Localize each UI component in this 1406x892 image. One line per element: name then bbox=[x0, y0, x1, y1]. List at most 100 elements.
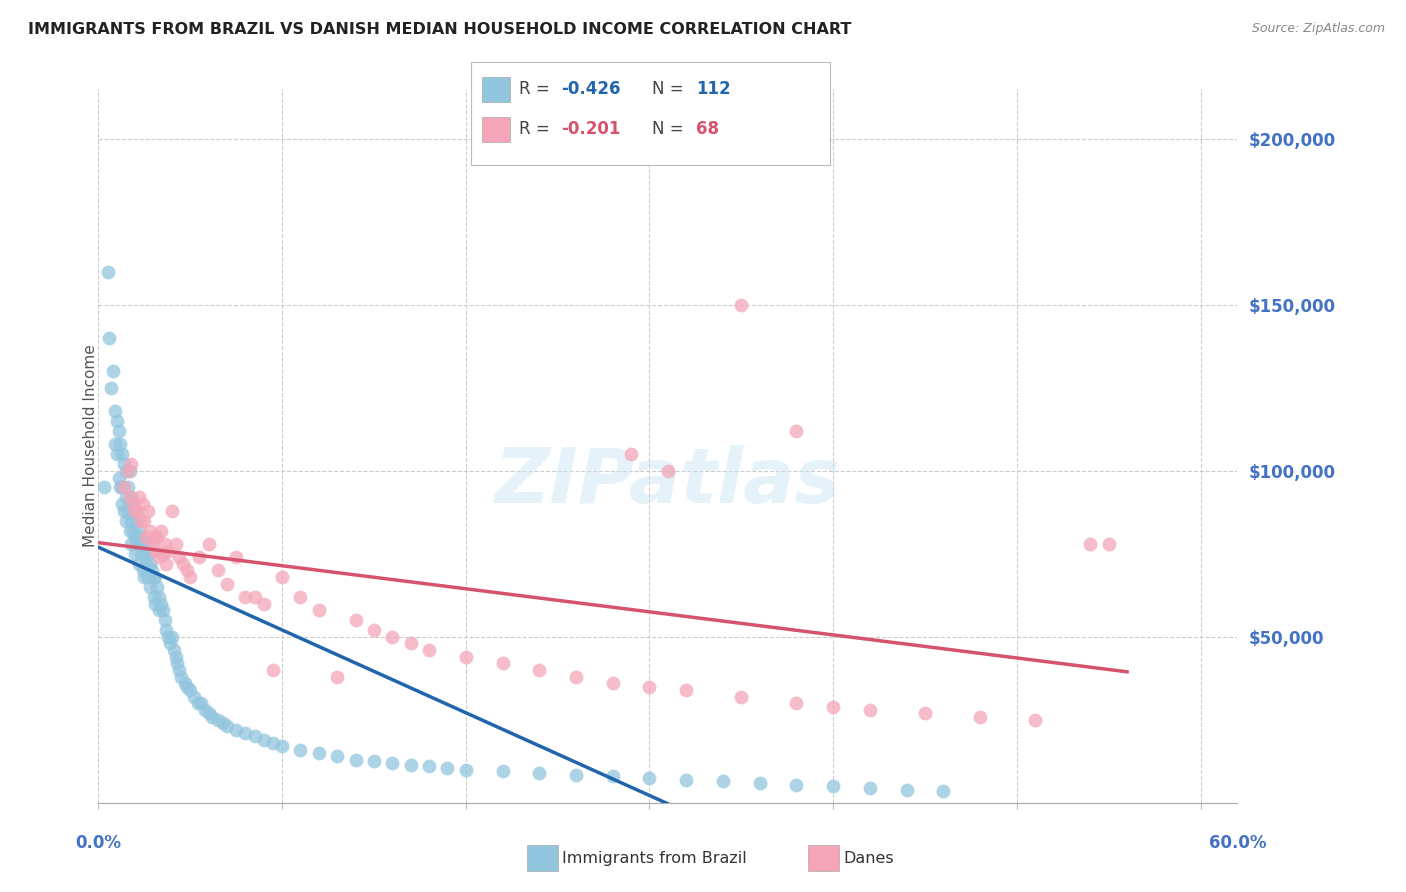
Point bbox=[748, 776, 770, 790]
Point bbox=[148, 603, 170, 617]
Point bbox=[112, 457, 135, 471]
Point bbox=[122, 497, 145, 511]
Point bbox=[620, 447, 643, 461]
Point bbox=[128, 491, 150, 505]
Point bbox=[207, 564, 229, 578]
Point bbox=[121, 491, 143, 505]
Point bbox=[136, 547, 159, 561]
Text: N =: N = bbox=[652, 120, 689, 138]
Point bbox=[271, 739, 294, 754]
Point bbox=[454, 763, 477, 777]
Point bbox=[212, 716, 235, 731]
Point bbox=[243, 730, 266, 744]
Point bbox=[124, 530, 146, 544]
Point bbox=[111, 497, 134, 511]
Point bbox=[129, 514, 152, 528]
Point bbox=[730, 690, 752, 704]
Point bbox=[148, 590, 170, 604]
Point bbox=[128, 524, 150, 538]
Text: Danes: Danes bbox=[844, 851, 894, 865]
Point bbox=[160, 504, 183, 518]
Point bbox=[399, 636, 422, 650]
Point bbox=[93, 481, 115, 495]
Point bbox=[932, 784, 955, 798]
Point bbox=[565, 670, 588, 684]
Point bbox=[170, 670, 193, 684]
Point bbox=[215, 719, 238, 733]
Point bbox=[131, 537, 153, 551]
Point bbox=[225, 550, 247, 565]
Text: 68: 68 bbox=[696, 120, 718, 138]
Point bbox=[146, 530, 169, 544]
Point bbox=[152, 603, 174, 617]
Point bbox=[159, 636, 181, 650]
Point bbox=[1098, 537, 1121, 551]
Text: IMMIGRANTS FROM BRAZIL VS DANISH MEDIAN HOUSEHOLD INCOME CORRELATION CHART: IMMIGRANTS FROM BRAZIL VS DANISH MEDIAN … bbox=[28, 22, 852, 37]
Point bbox=[152, 547, 174, 561]
Point bbox=[271, 570, 294, 584]
Point bbox=[166, 657, 188, 671]
Point bbox=[121, 514, 143, 528]
Point bbox=[188, 550, 211, 565]
Point bbox=[187, 696, 209, 710]
Point bbox=[98, 331, 121, 345]
Point bbox=[107, 424, 129, 438]
Point bbox=[153, 537, 176, 551]
Point bbox=[165, 537, 187, 551]
Point bbox=[262, 663, 284, 677]
Point bbox=[105, 447, 128, 461]
Point bbox=[124, 504, 146, 518]
Point bbox=[139, 557, 162, 571]
Point bbox=[145, 570, 167, 584]
Point bbox=[125, 514, 148, 528]
Point bbox=[128, 537, 150, 551]
Point bbox=[129, 530, 152, 544]
Point bbox=[141, 564, 163, 578]
Point bbox=[135, 557, 157, 571]
Point bbox=[179, 570, 201, 584]
Point bbox=[207, 713, 229, 727]
Point bbox=[118, 491, 141, 505]
Point bbox=[118, 524, 141, 538]
Point bbox=[344, 753, 367, 767]
Point bbox=[183, 690, 205, 704]
Point bbox=[146, 580, 169, 594]
Point bbox=[115, 491, 138, 505]
Point bbox=[141, 537, 163, 551]
Point bbox=[117, 464, 139, 478]
Point bbox=[112, 504, 135, 518]
Point bbox=[675, 772, 697, 787]
Point bbox=[638, 680, 661, 694]
Point bbox=[290, 742, 312, 756]
Point bbox=[117, 481, 139, 495]
Point bbox=[290, 590, 312, 604]
Point bbox=[602, 676, 624, 690]
Point bbox=[136, 504, 159, 518]
Point bbox=[896, 782, 918, 797]
Point bbox=[730, 298, 752, 312]
Point bbox=[491, 764, 513, 779]
Point bbox=[197, 706, 219, 721]
Point bbox=[176, 680, 198, 694]
Point bbox=[308, 603, 330, 617]
Text: -0.201: -0.201 bbox=[561, 120, 620, 138]
Point bbox=[148, 550, 170, 565]
Point bbox=[110, 437, 132, 451]
Point bbox=[711, 774, 734, 789]
Point bbox=[179, 682, 201, 697]
Point bbox=[124, 504, 146, 518]
Point bbox=[638, 771, 661, 785]
Point bbox=[344, 613, 367, 627]
Text: R =: R = bbox=[519, 80, 555, 98]
Point bbox=[145, 597, 167, 611]
Point bbox=[176, 564, 198, 578]
Point bbox=[112, 481, 135, 495]
Point bbox=[142, 530, 165, 544]
Point bbox=[157, 543, 180, 558]
Point bbox=[111, 447, 134, 461]
Point bbox=[190, 696, 212, 710]
Point bbox=[859, 780, 882, 795]
Point bbox=[145, 543, 167, 558]
Point bbox=[104, 437, 127, 451]
Point bbox=[128, 557, 150, 571]
